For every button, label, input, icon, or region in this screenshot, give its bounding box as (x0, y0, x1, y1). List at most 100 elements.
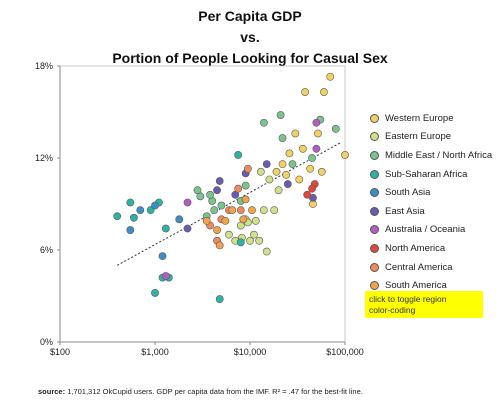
data-point (241, 181, 250, 190)
y-tick-label: 18% (35, 61, 53, 71)
legend-item: Western Europe (370, 109, 500, 128)
legend-marker-icon (370, 169, 379, 179)
data-point (303, 190, 312, 199)
data-point (151, 201, 159, 210)
data-point (291, 129, 300, 138)
legend-marker-icon (370, 262, 379, 272)
source-note: source: 1,701,312 OkCupid users. GDP per… (38, 387, 478, 396)
chart-axes (57, 65, 346, 345)
data-point (255, 236, 264, 245)
data-point (288, 160, 297, 169)
data-point (295, 175, 304, 184)
data-point (317, 167, 326, 176)
data-point (308, 154, 316, 162)
source-label: source: (38, 387, 66, 396)
data-point (136, 206, 145, 215)
legend: Western Europe Eastern Europe Middle East … (370, 109, 500, 295)
legend-marker-icon (370, 188, 379, 198)
data-point (183, 224, 192, 233)
data-point (221, 216, 230, 225)
data-point (278, 134, 287, 142)
source-text: 1,701,312 OkCupid users. GDP per capita … (67, 387, 363, 396)
data-point (126, 226, 135, 234)
data-point (246, 236, 254, 245)
y-tick-label: 6% (40, 245, 53, 255)
data-point (213, 186, 221, 195)
data-point (151, 289, 159, 297)
data-point (113, 212, 122, 221)
data-point (256, 167, 265, 176)
data-point (241, 195, 250, 204)
legend-label: Middle East / North Africa (385, 149, 493, 161)
y-tick-label: 12% (35, 153, 53, 163)
data-point (161, 224, 170, 233)
data-point (225, 230, 233, 239)
data-point (158, 252, 167, 261)
data-point (234, 151, 243, 159)
data-point (331, 124, 340, 133)
data-point (248, 206, 256, 215)
data-point (276, 111, 285, 119)
x-tick-label: $100,000 (326, 347, 364, 357)
data-point (308, 184, 316, 193)
data-point (213, 226, 221, 234)
legend-label: North America (385, 242, 446, 254)
data-point (306, 164, 315, 173)
legend-item: Middle East / North Africa (370, 146, 500, 165)
data-point (278, 160, 287, 169)
data-point (301, 88, 309, 96)
trend-line-group (116, 142, 341, 266)
data-point (236, 206, 245, 215)
legend-label: Sub-Saharan Africa (385, 168, 468, 180)
data-points (113, 72, 349, 303)
legend-item: North America (370, 239, 500, 258)
data-point (298, 144, 307, 153)
legend-item: Australia / Oceania (370, 221, 500, 240)
data-point (282, 170, 291, 179)
data-point (193, 186, 202, 195)
legend-label: Eastern Europe (385, 131, 452, 143)
chart-title: Per Capita GDP vs. Portion of People Loo… (0, 6, 500, 69)
legend-marker-icon (370, 281, 379, 291)
data-point (251, 216, 260, 225)
legend-label: Western Europe (385, 112, 454, 124)
data-point (326, 72, 335, 81)
data-point (215, 295, 224, 303)
data-point (217, 201, 226, 210)
legend-item: East Asia (370, 202, 500, 221)
x-tick-label: $1,000 (141, 347, 169, 357)
data-point (202, 216, 211, 225)
data-point (234, 184, 243, 193)
legend-label: Central America (385, 261, 453, 273)
data-point (206, 190, 214, 199)
chart-title-line-1: Per Capita GDP (198, 8, 302, 24)
data-point (341, 151, 349, 159)
data-point (215, 177, 224, 185)
legend-item: Eastern Europe (370, 128, 500, 147)
data-point (243, 164, 252, 173)
data-point (259, 118, 268, 127)
plot-area-frame (59, 65, 346, 343)
toggle-region-coloring-button[interactable]: click to toggle region color-coding (365, 291, 483, 318)
data-point (262, 247, 271, 256)
data-point (250, 230, 258, 239)
data-point (272, 167, 281, 176)
legend-marker-icon (370, 113, 379, 123)
chart-title-line-3: Portion of People Looking for Casual Sex (112, 50, 388, 66)
legend-marker-icon (370, 206, 379, 216)
best-fit-line (116, 142, 341, 266)
data-point (210, 206, 219, 215)
data-point (265, 175, 274, 184)
legend-marker-icon (370, 225, 379, 235)
chart-title-line-2: vs. (240, 29, 260, 45)
toggle-button-label-line-2: color-coding (369, 305, 416, 315)
data-point (183, 198, 192, 207)
data-point (259, 206, 268, 215)
data-point (175, 215, 184, 224)
x-tick-label: $10,000 (234, 347, 267, 357)
data-point (161, 272, 170, 280)
y-tick-label: 0% (40, 337, 53, 347)
data-point (130, 213, 138, 222)
legend-marker-icon (370, 243, 379, 253)
